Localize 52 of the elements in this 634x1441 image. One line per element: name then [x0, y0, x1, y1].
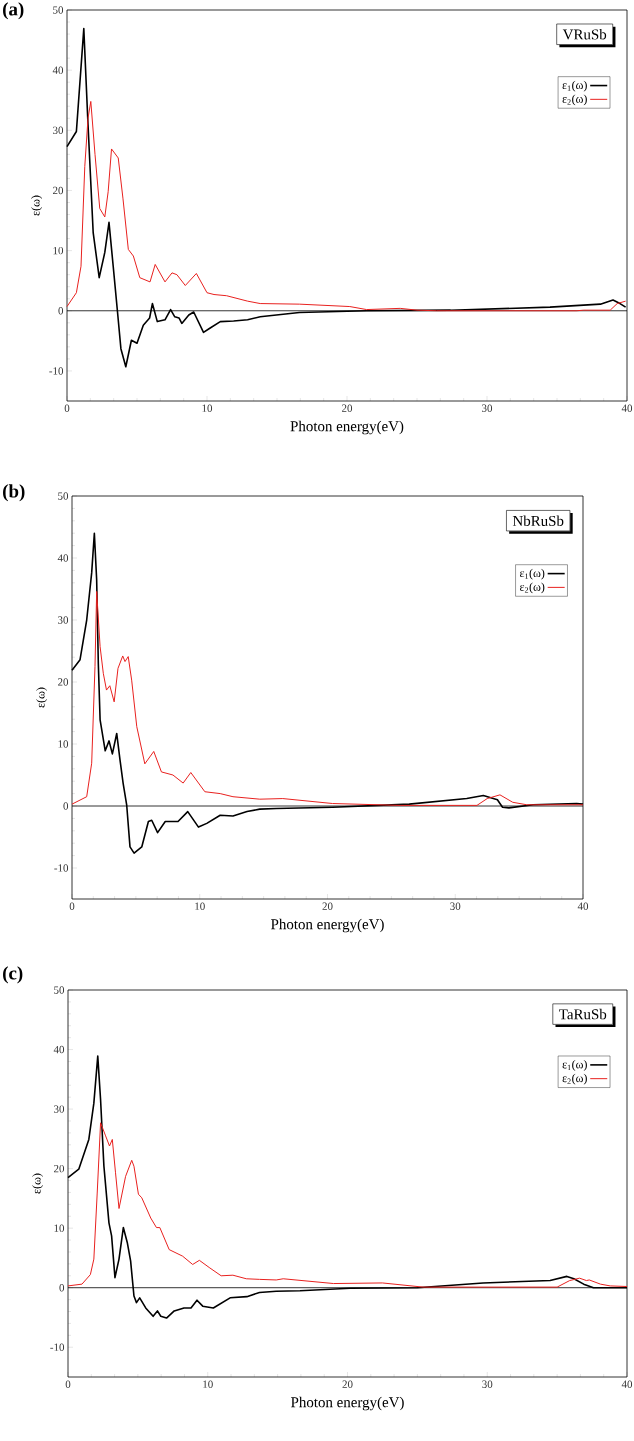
x-axis-title: Photon energy(eV): [271, 918, 384, 933]
x-tick-label: 0: [69, 902, 75, 910]
x-tick-label: 40: [621, 404, 633, 412]
y-tick-label: -10: [54, 864, 69, 872]
y-tick-label: 0: [58, 307, 64, 315]
y-axis-title: ε(ω): [31, 195, 43, 216]
x-tick-label: 30: [482, 404, 493, 412]
y-tick-label: 20: [58, 678, 69, 686]
y-tick-label: 50: [54, 986, 65, 994]
x-tick-label: 40: [577, 902, 589, 910]
y-tick-label: 0: [59, 1284, 65, 1292]
y-tick-label: 40: [57, 554, 69, 562]
y-tick-label: 30: [54, 1105, 65, 1113]
x-tick-label: 20: [342, 404, 353, 412]
y-tick-label: -10: [49, 367, 64, 375]
y-tick-label: 0: [63, 802, 69, 810]
y-axis-title: ε(ω): [32, 1173, 44, 1194]
legend-label: ε$_{1}$(ω): [562, 1059, 587, 1071]
y-tick-label: 40: [52, 66, 64, 74]
chart-title: (c): [3, 966, 23, 984]
annotation: TaRuSb: [559, 1008, 607, 1020]
y-tick-label: 20: [53, 186, 64, 195]
y-tick-label: 40: [53, 1045, 65, 1054]
legend-label: ε$_{2}$(ω): [562, 1073, 587, 1085]
y-tick-label: 50: [58, 492, 69, 500]
y-tick-label: 50: [53, 6, 64, 14]
x-tick-label: 40: [621, 1380, 633, 1388]
y-axis-title: ε(ω): [36, 687, 48, 708]
annotation: VRuSb: [562, 29, 607, 40]
y-tick-label: 20: [54, 1164, 65, 1173]
legend-label: ε$_{2}$(ω): [562, 94, 587, 106]
annotation: NbRuSb: [512, 515, 564, 526]
x-tick-label: 10: [202, 404, 213, 412]
x-tick-label: 20: [322, 902, 333, 910]
x-tick-label: 30: [450, 902, 461, 910]
y-tick-label: 10: [54, 1224, 65, 1232]
legend-label: ε$_{1}$(ω): [562, 80, 587, 92]
legend-label: ε$_{2}$(ω): [520, 582, 545, 594]
x-tick-label: 10: [203, 1380, 213, 1388]
y-tick-label: 10: [58, 740, 69, 748]
chart-title: (a): [3, 2, 24, 20]
x-axis-title: Photon energy(eV): [290, 420, 404, 435]
y-tick-label: 10: [53, 246, 64, 255]
legend-label: ε$_{1}$(ω): [520, 568, 545, 580]
x-tick-label: 10: [195, 902, 205, 910]
x-tick-label: 20: [342, 1380, 353, 1388]
chart-title: (b): [3, 484, 25, 502]
y-tick-label: 30: [53, 126, 64, 135]
x-axis-title: Photon energy(eV): [291, 1396, 404, 1411]
y-tick-label: 30: [58, 616, 69, 624]
y-tick-label: -10: [50, 1343, 65, 1351]
x-tick-label: 30: [482, 1380, 493, 1388]
